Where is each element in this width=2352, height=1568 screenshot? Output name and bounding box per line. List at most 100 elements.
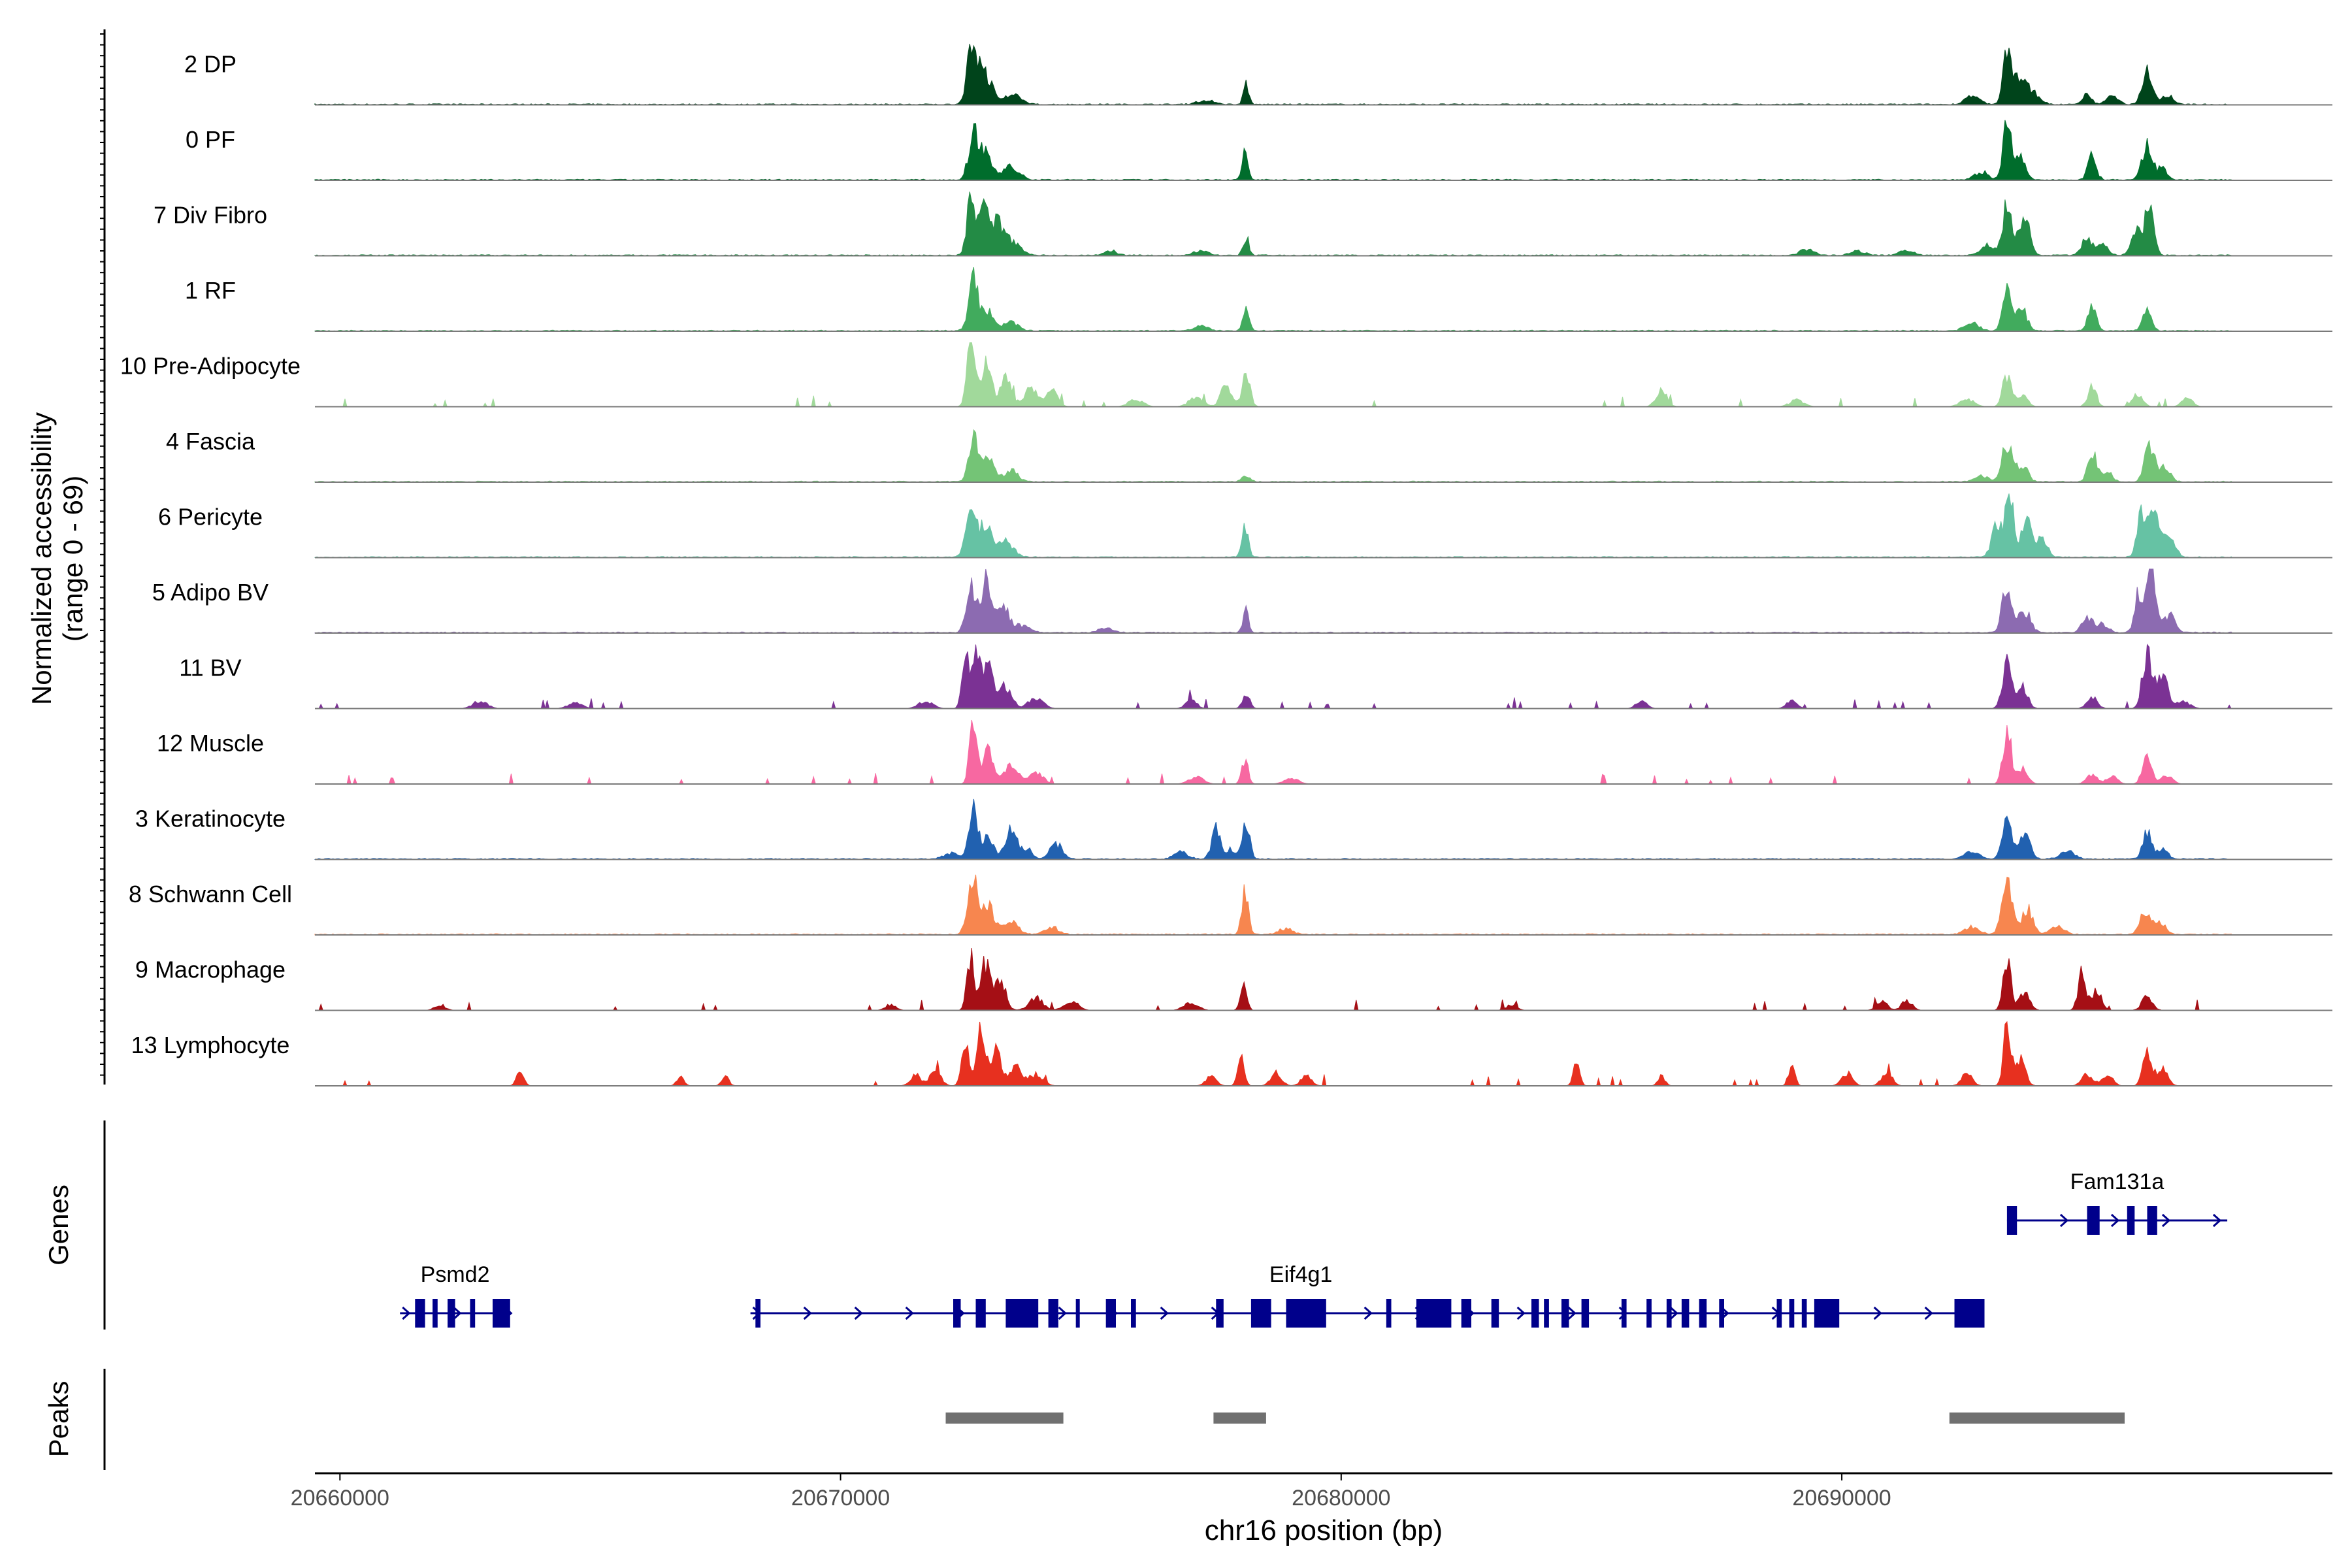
gene-label: Psmd2 xyxy=(421,1262,490,1287)
exon xyxy=(1131,1299,1136,1328)
exon xyxy=(1216,1299,1224,1328)
exon xyxy=(448,1299,455,1328)
exon xyxy=(1776,1299,1782,1328)
x-axis-label: chr16 position (bp) xyxy=(1205,1514,1443,1546)
strand-chevron xyxy=(803,1306,812,1320)
exon xyxy=(1789,1299,1795,1328)
track-0: 2 DP xyxy=(184,44,2332,106)
track-label: 1 RF xyxy=(185,277,236,304)
coverage-area xyxy=(314,568,2233,634)
coverage-area xyxy=(314,120,2234,181)
exon xyxy=(1621,1299,1627,1328)
strand-chevron xyxy=(2059,1213,2069,1228)
strand-chevron xyxy=(1873,1306,1882,1320)
exon xyxy=(1561,1299,1569,1328)
strand-chevron xyxy=(1516,1306,1526,1320)
strand-chevron xyxy=(1364,1306,1373,1320)
track-label: 12 Muscle xyxy=(157,730,264,757)
exon xyxy=(953,1299,961,1328)
exon xyxy=(975,1299,986,1328)
gene-fam131a: Fam131a xyxy=(2006,1169,2228,1235)
exon xyxy=(1461,1299,1471,1328)
track-13: 13 Lymphocyte xyxy=(131,1021,2332,1086)
track-11: 8 Schwann Cell xyxy=(129,874,2332,936)
exon xyxy=(1286,1299,1326,1328)
gene-label: Eif4g1 xyxy=(1269,1262,1332,1287)
coverage-area xyxy=(314,874,2234,936)
coverage-area xyxy=(315,947,2232,1011)
strand-chevron xyxy=(402,1306,411,1320)
exon xyxy=(1491,1299,1499,1328)
exon xyxy=(1075,1299,1080,1328)
track-8: 11 BV xyxy=(179,644,2332,710)
strand-chevron xyxy=(1058,1306,1067,1320)
exon xyxy=(1531,1299,1539,1328)
x-tick-label: 20680000 xyxy=(1292,1486,1390,1511)
coverage-area xyxy=(314,798,2232,860)
strand-chevron xyxy=(905,1306,914,1320)
strand-chevron xyxy=(854,1306,863,1320)
track-label: 13 Lymphocyte xyxy=(131,1032,290,1058)
coverage-area xyxy=(315,1021,2232,1086)
strand-chevron xyxy=(453,1306,462,1320)
peak-bar xyxy=(1949,1413,2125,1424)
coverage-tracks: 2 DP 0 PF 7 Div Fibro 1 RF 10 Pre-Adipocyte 4… xyxy=(120,44,2332,1086)
exon xyxy=(1105,1299,1116,1328)
x-axis-ticks: 20660000 20670000 20680000 20690000 xyxy=(291,1473,1891,1511)
gene-psmd2: Psmd2 xyxy=(400,1262,513,1328)
track-6: 6 Pericyte xyxy=(158,493,2332,559)
track-1: 0 PF xyxy=(186,120,2332,181)
track-label: 10 Pre-Adipocyte xyxy=(120,353,301,380)
track-12: 9 Macrophage xyxy=(135,947,2332,1011)
exon xyxy=(2147,1206,2157,1235)
exon xyxy=(755,1299,760,1328)
track-9: 12 Muscle xyxy=(157,719,2332,785)
exon xyxy=(433,1299,438,1328)
track-label: 0 PF xyxy=(186,126,235,153)
coverage-area xyxy=(315,342,2232,408)
peaks-panel-label: Peaks xyxy=(43,1381,74,1458)
strand-chevron xyxy=(2110,1213,2120,1228)
genes-panel: Genes Psmd2 Eif4g1 Fam131a xyxy=(43,1120,2228,1330)
coverage-area xyxy=(314,267,2232,332)
x-tick-label: 20670000 xyxy=(791,1486,890,1511)
track-label: 3 Keratinocyte xyxy=(135,806,286,832)
track-2: 7 Div Fibro xyxy=(154,191,2332,257)
strand-chevron xyxy=(1160,1306,1169,1320)
gene-eif4g1: Eif4g1 xyxy=(750,1262,1985,1328)
track-10: 3 Keratinocyte xyxy=(135,798,2332,860)
exon xyxy=(1719,1299,1724,1328)
exon xyxy=(2006,1206,2017,1235)
genes-panel-label: Genes xyxy=(43,1184,74,1266)
exon xyxy=(1581,1299,1590,1328)
exon xyxy=(493,1299,510,1328)
track-label: 9 Macrophage xyxy=(135,956,286,983)
exon xyxy=(1954,1299,1985,1328)
exon xyxy=(415,1299,425,1328)
exon xyxy=(1544,1299,1549,1328)
y-axis-label-line1: Normalized accessibility xyxy=(26,412,57,705)
exon xyxy=(1048,1299,1058,1328)
track-3: 1 RF xyxy=(185,267,2332,332)
track-7: 5 Adipo BV xyxy=(152,568,2332,634)
track-label: 2 DP xyxy=(184,51,237,78)
strand-chevron xyxy=(2161,1213,2171,1228)
track-5: 4 Fascia xyxy=(166,428,2332,483)
coverage-area xyxy=(314,191,2232,257)
coverage-area xyxy=(314,429,2234,483)
exon xyxy=(1386,1299,1392,1328)
coverage-area xyxy=(314,493,2233,559)
strand-chevron xyxy=(2212,1213,2222,1228)
exon xyxy=(1005,1299,1039,1328)
coverage-area xyxy=(314,44,2232,106)
y-axis-ticks xyxy=(100,33,105,1076)
exon xyxy=(1681,1299,1690,1328)
exon xyxy=(2087,1206,2100,1235)
x-tick-label: 20660000 xyxy=(291,1486,389,1511)
track-label: 5 Adipo BV xyxy=(152,579,269,606)
strand-chevron xyxy=(1567,1306,1576,1320)
peak-bar xyxy=(1213,1413,1266,1424)
strand-chevron xyxy=(1669,1306,1678,1320)
exon xyxy=(1699,1299,1707,1328)
exon xyxy=(1416,1299,1452,1328)
